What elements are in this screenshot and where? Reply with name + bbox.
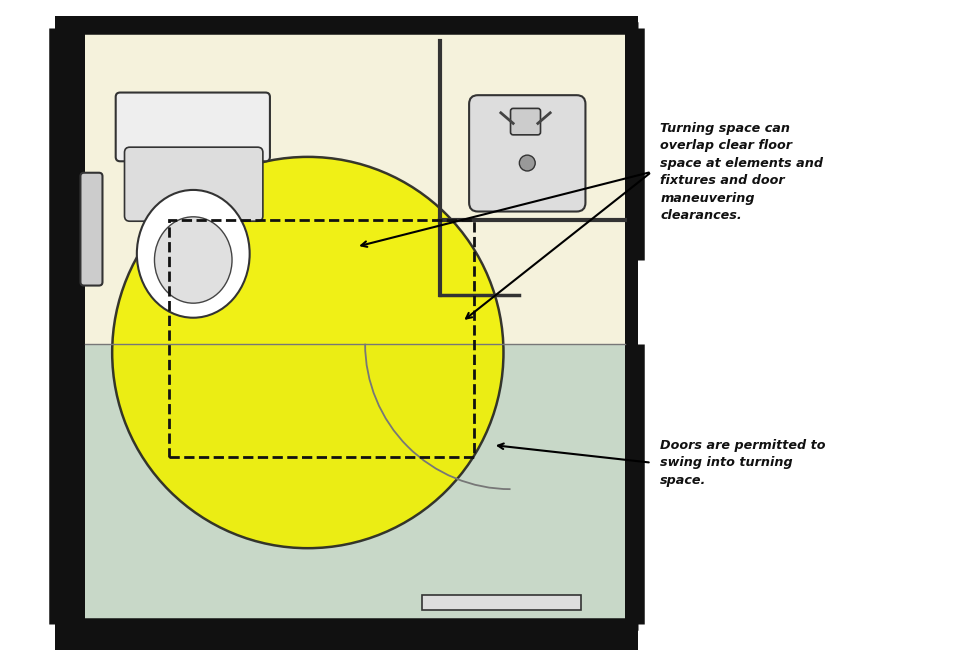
- Text: Doors are permitted to
swing into turning
space.: Doors are permitted to swing into turnin…: [660, 439, 826, 486]
- FancyBboxPatch shape: [469, 95, 585, 212]
- FancyBboxPatch shape: [124, 147, 263, 221]
- Ellipse shape: [137, 190, 250, 318]
- FancyBboxPatch shape: [511, 108, 540, 135]
- Bar: [85, 28, 625, 624]
- FancyBboxPatch shape: [80, 173, 103, 286]
- Bar: [55, 16, 638, 650]
- Bar: [169, 220, 474, 457]
- Bar: [85, 344, 625, 624]
- Ellipse shape: [154, 217, 232, 303]
- Circle shape: [520, 155, 535, 171]
- FancyBboxPatch shape: [115, 93, 270, 161]
- Text: Turning space can
overlap clear floor
space at elements and
fixtures and door
ma: Turning space can overlap clear floor sp…: [660, 122, 824, 222]
- Ellipse shape: [112, 157, 503, 548]
- Bar: [422, 595, 581, 610]
